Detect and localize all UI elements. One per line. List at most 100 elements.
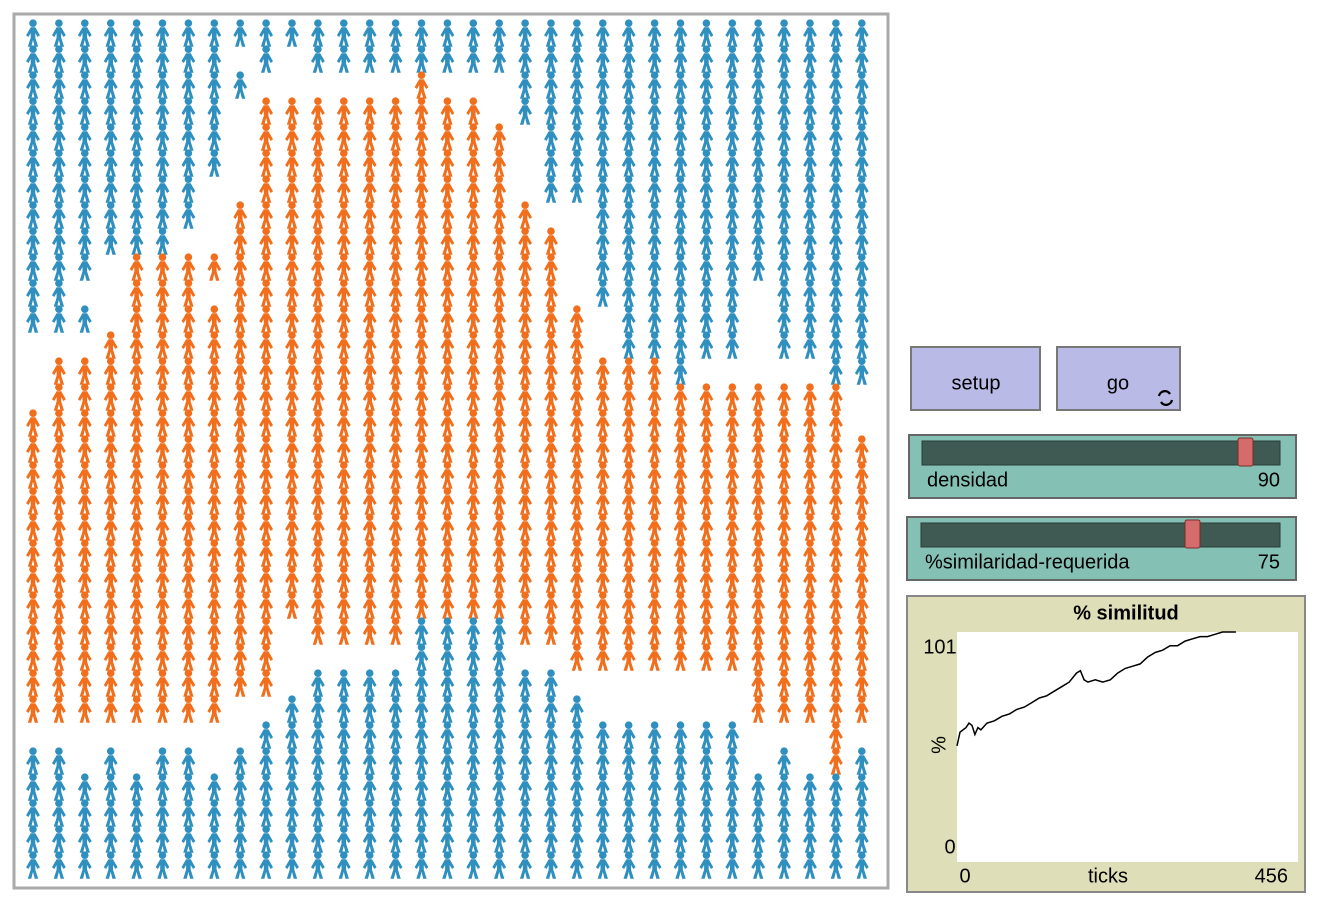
agent-head	[495, 773, 503, 782]
agent-head	[443, 45, 452, 54]
agent-body	[207, 781, 222, 801]
agent	[440, 149, 455, 177]
agent-body	[155, 703, 170, 723]
go-button[interactable]	[1056, 346, 1181, 411]
agent-body	[311, 313, 325, 333]
agent-head	[314, 149, 322, 158]
agent	[414, 149, 429, 177]
agent-head	[81, 461, 89, 470]
agents	[26, 19, 869, 879]
agent	[544, 591, 558, 619]
agent-body	[129, 573, 144, 593]
agent-body	[77, 599, 92, 619]
agent-head	[858, 643, 866, 652]
agent-head	[495, 851, 503, 860]
agent-head	[521, 201, 529, 210]
agent	[155, 487, 170, 515]
agent	[103, 357, 118, 385]
agent	[777, 227, 791, 255]
agent-head	[624, 149, 633, 158]
agent-head	[55, 565, 63, 574]
agent	[336, 19, 351, 47]
agent-head	[858, 669, 866, 678]
agent	[103, 409, 118, 437]
agent-body	[414, 339, 429, 359]
agent-head	[650, 591, 659, 600]
agent-head	[106, 825, 115, 834]
agent	[492, 383, 507, 411]
agent-body	[492, 703, 507, 723]
agent-body	[103, 521, 118, 541]
agent-head	[676, 435, 685, 444]
agent-head	[624, 539, 633, 548]
agent	[829, 253, 843, 281]
agent-head	[650, 45, 659, 54]
agent-head	[676, 461, 685, 470]
agent-head	[391, 201, 400, 210]
agent-body	[466, 27, 481, 47]
slider-knob[interactable]	[1184, 519, 1201, 549]
agent-body	[829, 391, 843, 411]
slider-knob[interactable]	[1237, 437, 1254, 467]
agent-body	[311, 27, 325, 47]
agent	[725, 45, 740, 73]
agent-head	[728, 305, 737, 314]
agent-body	[673, 625, 688, 645]
agent-head	[832, 487, 840, 496]
agent	[570, 487, 584, 515]
agent-head	[780, 539, 788, 548]
agent	[336, 773, 351, 801]
agent	[803, 123, 817, 151]
agent	[595, 773, 610, 801]
agent-body	[52, 417, 66, 437]
agent-head	[132, 487, 141, 496]
agent-body	[103, 599, 118, 619]
agent	[725, 305, 740, 333]
agent-body	[621, 599, 636, 619]
agent-head	[702, 227, 711, 236]
agent	[595, 123, 610, 151]
agent-head	[728, 45, 737, 54]
agent-body	[336, 339, 351, 359]
agent-head	[417, 279, 426, 288]
agent-head	[55, 97, 63, 106]
agent-body	[103, 53, 118, 73]
agent-body	[544, 339, 558, 359]
agent-head	[521, 747, 529, 756]
agent-body	[259, 651, 273, 671]
agent-body	[466, 625, 481, 645]
agent-body	[103, 79, 118, 99]
agent-head	[210, 305, 219, 314]
setup-button[interactable]	[910, 346, 1041, 411]
agent-body	[673, 521, 688, 541]
agent-head	[417, 669, 426, 678]
agent	[492, 773, 507, 801]
agent	[155, 409, 170, 437]
agent	[52, 279, 66, 307]
agent-body	[77, 469, 92, 489]
agent-head	[780, 45, 788, 54]
agent-body	[466, 287, 481, 307]
agent	[285, 227, 299, 255]
agent-head	[599, 461, 607, 470]
agent-head	[340, 669, 348, 678]
agent	[207, 357, 222, 385]
agent-body	[829, 443, 843, 463]
agent-body	[621, 573, 636, 593]
agent-head	[158, 331, 167, 340]
agent-body	[336, 625, 351, 645]
agent-body	[388, 547, 403, 567]
agent-head	[702, 149, 711, 158]
agent-head	[832, 253, 840, 262]
agent-body	[518, 469, 532, 489]
agent-body	[751, 547, 766, 567]
agent-head	[650, 799, 659, 808]
agent-head	[55, 305, 63, 314]
agent-head	[599, 383, 607, 392]
agent-head	[391, 721, 400, 730]
agent-head	[340, 487, 348, 496]
agent	[181, 305, 196, 333]
agent-head	[702, 71, 711, 80]
agent-head	[210, 71, 219, 80]
agent-head	[210, 799, 219, 808]
